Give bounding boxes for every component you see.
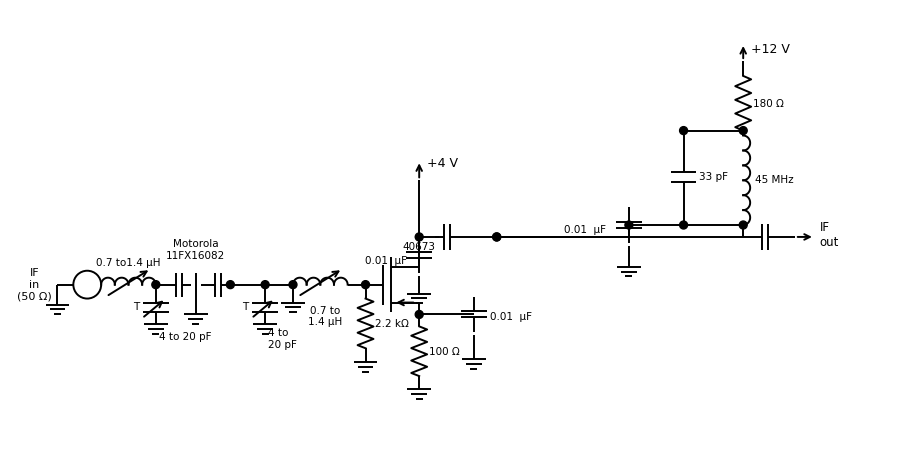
Circle shape (414, 311, 423, 318)
Circle shape (739, 221, 747, 229)
Text: 0.01  μF: 0.01 μF (489, 312, 531, 322)
Text: T: T (242, 301, 248, 311)
Text: IF
in
(50 Ω): IF in (50 Ω) (17, 268, 51, 301)
Text: +4 V: +4 V (427, 157, 458, 170)
Text: Motorola
11FX16082: Motorola 11FX16082 (166, 239, 225, 261)
Circle shape (679, 127, 687, 134)
Text: 2.2 kΩ: 2.2 kΩ (375, 320, 409, 330)
Circle shape (152, 281, 160, 289)
Circle shape (624, 221, 632, 229)
Circle shape (492, 233, 500, 241)
Text: 180 Ω: 180 Ω (752, 99, 783, 109)
Text: 0.7 to1.4 μH: 0.7 to1.4 μH (96, 258, 160, 268)
Text: 4 to 20 pF: 4 to 20 pF (159, 332, 211, 342)
Circle shape (361, 281, 369, 289)
Text: 4 to
20 pF: 4 to 20 pF (268, 328, 297, 350)
Text: 0.01  μF: 0.01 μF (563, 225, 606, 235)
Text: 40673: 40673 (402, 242, 435, 252)
Text: IF
out: IF out (819, 221, 838, 249)
Text: T: T (133, 301, 139, 311)
Text: 0.01  μF: 0.01 μF (364, 256, 406, 266)
Text: 33 pF: 33 pF (699, 173, 728, 183)
Circle shape (739, 127, 747, 134)
Circle shape (414, 233, 423, 241)
Circle shape (492, 233, 500, 241)
Circle shape (679, 221, 687, 229)
Text: +12 V: +12 V (750, 43, 789, 55)
Circle shape (289, 281, 296, 289)
Circle shape (261, 281, 269, 289)
Text: 100 Ω: 100 Ω (429, 347, 460, 357)
Text: 45 MHz: 45 MHz (754, 175, 793, 185)
Text: 0.7 to
1.4 μH: 0.7 to 1.4 μH (307, 306, 341, 327)
Circle shape (226, 281, 234, 289)
